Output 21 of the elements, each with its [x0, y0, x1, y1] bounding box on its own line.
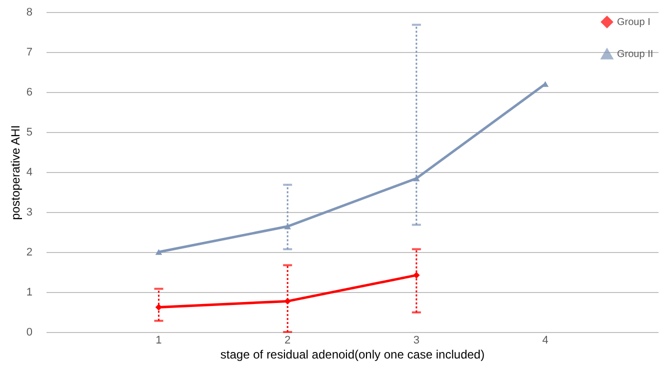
x-tick-label: 2 [284, 334, 291, 346]
point [155, 304, 162, 311]
x-tick-label: 3 [413, 334, 420, 346]
point [155, 249, 162, 255]
y-tick-label: 6 [26, 86, 32, 98]
y-tick-label: 1 [26, 286, 32, 298]
y-tick-label: 2 [26, 246, 32, 258]
y-tick-label: 0 [26, 326, 32, 338]
y-tick-label: 7 [26, 46, 32, 58]
point [284, 298, 291, 305]
x-tick-label: 1 [156, 334, 162, 346]
y-tick-label: 5 [26, 126, 32, 138]
x-tick-label: 4 [542, 334, 548, 346]
point [413, 272, 420, 279]
y-tick-label: 4 [26, 166, 32, 178]
legend-label: Group I [617, 17, 650, 28]
y-tick-label: 3 [26, 206, 32, 218]
y-tick-label: 8 [26, 6, 32, 18]
y-axis-title: postoperative AHI [8, 125, 22, 220]
x-axis-title: stage of residual adenoid(only one case included) [220, 348, 485, 362]
legend-label: Group II [617, 49, 654, 60]
